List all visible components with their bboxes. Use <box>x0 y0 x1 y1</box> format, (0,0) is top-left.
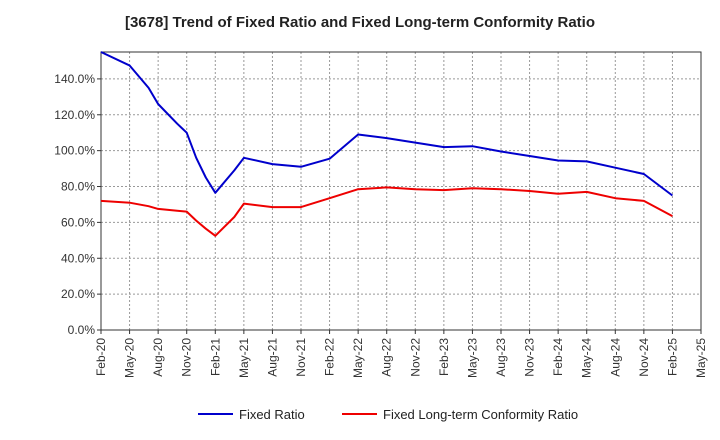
x-tick-label: Aug-23 <box>494 338 508 377</box>
x-tick-label: Feb-20 <box>94 338 108 376</box>
grid-layer <box>101 52 701 330</box>
y-tick-label: 40.0% <box>61 251 95 265</box>
x-tick-label: Aug-24 <box>608 338 622 377</box>
x-tick-label: May-24 <box>580 338 594 378</box>
x-tick-label: Nov-21 <box>294 338 308 377</box>
legend-label-1: Fixed Ratio <box>239 407 305 422</box>
y-tick-label: 140.0% <box>54 72 95 86</box>
x-tick-label: Feb-25 <box>665 338 679 376</box>
y-tick-label: 20.0% <box>61 287 95 301</box>
x-tick-label: Nov-20 <box>180 338 194 377</box>
x-tick-label: May-25 <box>694 338 708 378</box>
legend: Fixed Ratio Fixed Long-term Conformity Ra… <box>198 407 578 422</box>
x-tick-label: Feb-23 <box>437 338 451 376</box>
series-layer <box>100 51 674 237</box>
x-tick-label: Nov-22 <box>408 338 422 377</box>
x-tick-label: May-22 <box>351 338 365 378</box>
x-tick-label: Aug-21 <box>265 338 279 377</box>
axis-layer: 0.0% 20.0% 40.0% 60.0% 80.0% 100.0% 120.0% 140.… <box>54 51 708 378</box>
y-tick-label: 0.0% <box>68 323 96 337</box>
y-tick-label: 100.0% <box>54 144 95 158</box>
x-tick-label: Feb-21 <box>208 338 222 376</box>
x-tick-label: Aug-22 <box>380 338 394 377</box>
x-tick-label: May-21 <box>237 338 251 378</box>
x-tick-label: Feb-24 <box>551 338 565 376</box>
chart-title: [3678] Trend of Fixed Ratio and Fixed Lo… <box>124 14 596 31</box>
plot-frame <box>100 51 702 331</box>
x-tick-label: Aug-20 <box>151 338 165 377</box>
series-line-2 <box>100 186 673 237</box>
x-tick-label: May-20 <box>123 338 137 378</box>
x-tick-label: Nov-23 <box>523 338 537 377</box>
legend-label-2: Fixed Long-term Conformity Ratio <box>383 407 578 422</box>
y-tick-label: 60.0% <box>61 215 95 229</box>
x-tick-label: Nov-24 <box>637 338 651 377</box>
y-tick-label: 120.0% <box>54 108 95 122</box>
series-line-1 <box>100 51 674 197</box>
x-tick-label: Feb-22 <box>323 338 337 376</box>
y-tick-label: 80.0% <box>61 180 95 194</box>
x-tick-label: May-23 <box>465 338 479 378</box>
